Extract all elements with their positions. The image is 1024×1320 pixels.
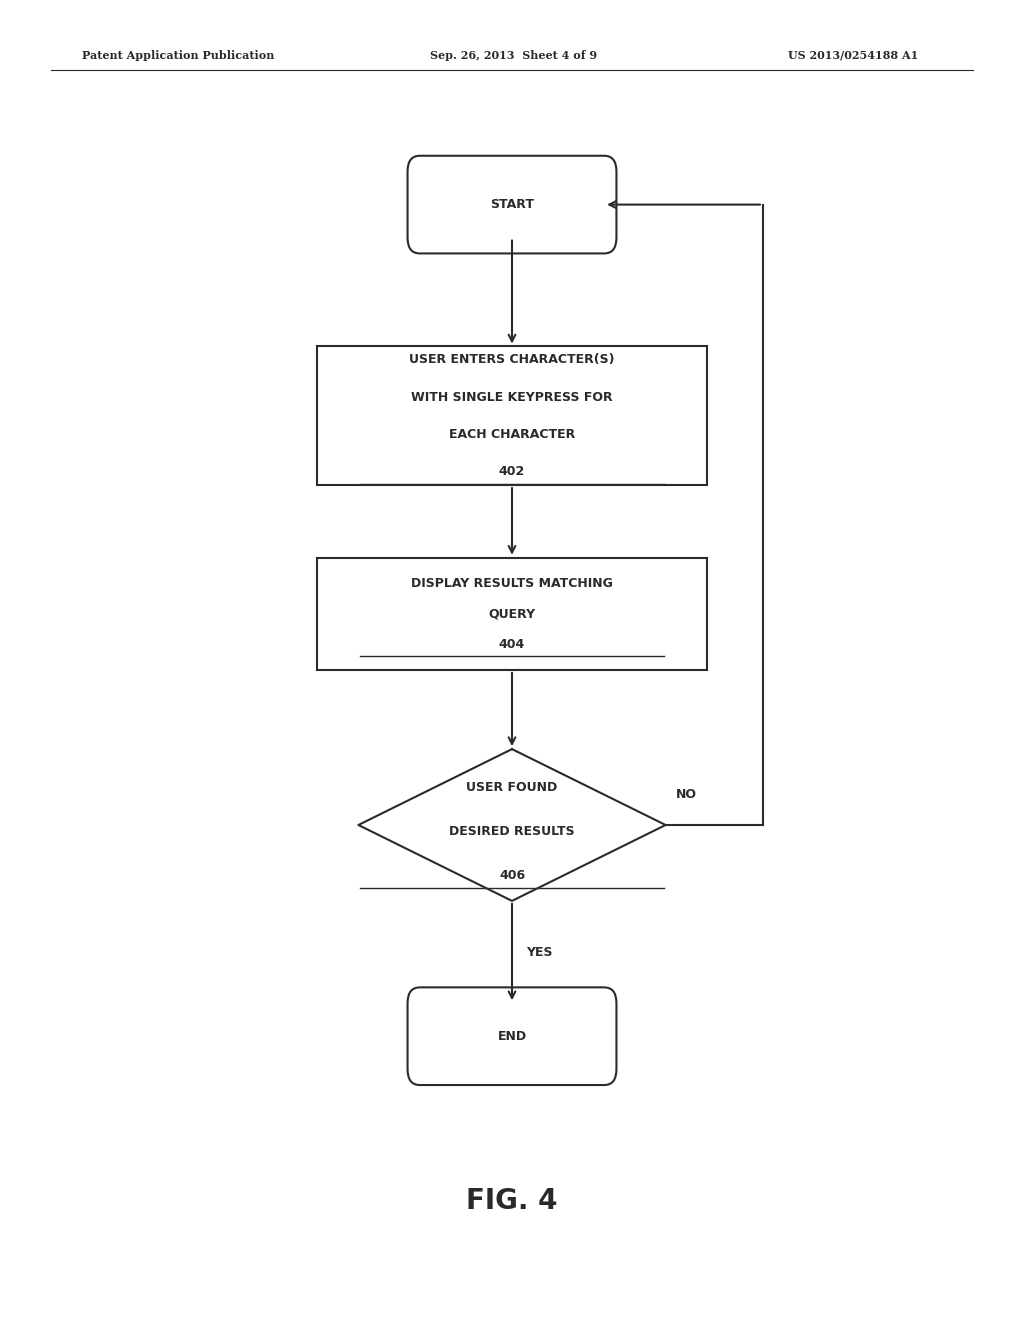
- Text: QUERY: QUERY: [488, 607, 536, 620]
- Bar: [317, 346, 707, 484]
- FancyBboxPatch shape: [408, 156, 616, 253]
- Text: Patent Application Publication: Patent Application Publication: [82, 50, 274, 61]
- Text: END: END: [498, 1030, 526, 1043]
- FancyBboxPatch shape: [408, 987, 616, 1085]
- Text: YES: YES: [526, 945, 553, 958]
- Text: DISPLAY RESULTS MATCHING: DISPLAY RESULTS MATCHING: [411, 577, 613, 590]
- Text: FIG. 4: FIG. 4: [466, 1187, 558, 1216]
- Text: USER ENTERS CHARACTER(S): USER ENTERS CHARACTER(S): [410, 354, 614, 366]
- Polygon shape: [358, 750, 666, 900]
- Text: USER FOUND: USER FOUND: [466, 781, 558, 795]
- Text: WITH SINGLE KEYPRESS FOR: WITH SINGLE KEYPRESS FOR: [412, 391, 612, 404]
- Text: NO: NO: [676, 788, 697, 801]
- Text: 404: 404: [499, 638, 525, 651]
- Bar: [317, 557, 707, 671]
- Text: US 2013/0254188 A1: US 2013/0254188 A1: [788, 50, 919, 61]
- Text: DESIRED RESULTS: DESIRED RESULTS: [450, 825, 574, 838]
- Text: Sep. 26, 2013  Sheet 4 of 9: Sep. 26, 2013 Sheet 4 of 9: [430, 50, 597, 61]
- Text: EACH CHARACTER: EACH CHARACTER: [449, 428, 575, 441]
- Text: START: START: [490, 198, 534, 211]
- Text: 406: 406: [499, 869, 525, 882]
- Text: 402: 402: [499, 466, 525, 478]
